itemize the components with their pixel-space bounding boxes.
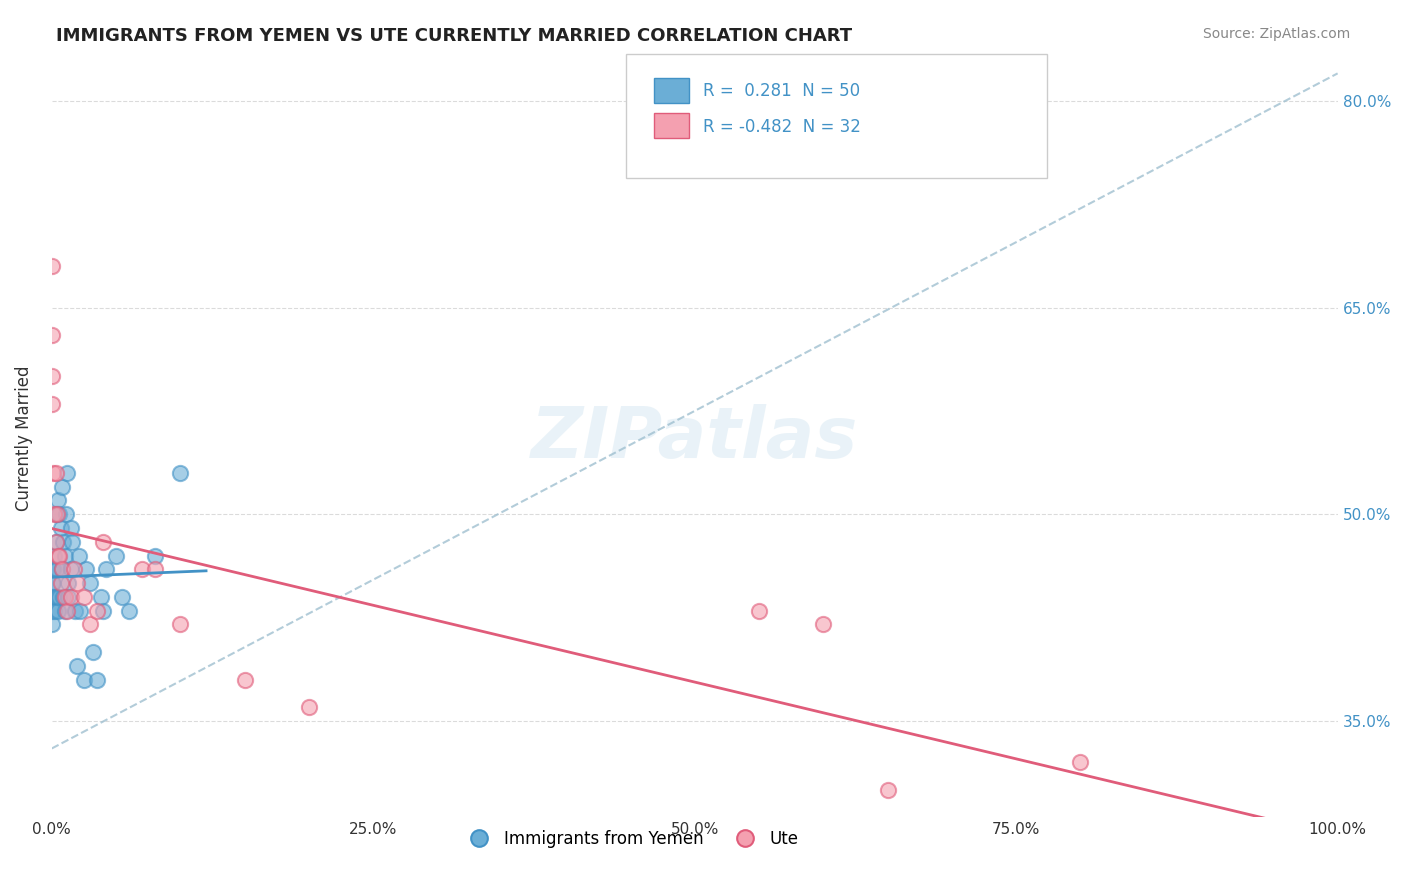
Point bbox=[56, 604, 79, 618]
Point bbox=[91, 534, 114, 549]
Point bbox=[298, 700, 321, 714]
Point bbox=[49, 576, 72, 591]
Point bbox=[42, 576, 65, 591]
Text: R =  0.281  N = 50: R = 0.281 N = 50 bbox=[703, 82, 860, 100]
Text: R = -0.482  N = 32: R = -0.482 N = 32 bbox=[703, 118, 860, 136]
Point bbox=[45, 508, 67, 522]
Point bbox=[41, 590, 63, 604]
Point bbox=[46, 549, 69, 563]
Point bbox=[62, 562, 84, 576]
Point bbox=[45, 562, 67, 576]
Point bbox=[105, 549, 128, 563]
Point bbox=[41, 604, 63, 618]
Point bbox=[79, 576, 101, 591]
Point bbox=[86, 604, 108, 618]
Point bbox=[53, 604, 76, 618]
Point bbox=[73, 673, 96, 687]
Point bbox=[94, 562, 117, 576]
Point bbox=[52, 590, 75, 604]
Point bbox=[41, 617, 63, 632]
Text: Source: ZipAtlas.com: Source: ZipAtlas.com bbox=[1202, 27, 1350, 41]
Point bbox=[131, 562, 153, 576]
Point bbox=[813, 617, 835, 632]
Point bbox=[48, 590, 70, 604]
Point bbox=[1263, 824, 1285, 838]
Y-axis label: Currently Married: Currently Married bbox=[15, 366, 32, 511]
Point bbox=[118, 604, 141, 618]
Point bbox=[45, 508, 67, 522]
Point bbox=[233, 673, 256, 687]
Point bbox=[66, 658, 89, 673]
Point bbox=[90, 590, 112, 604]
Point bbox=[60, 562, 83, 576]
Point bbox=[55, 508, 77, 522]
Point bbox=[82, 645, 104, 659]
Point bbox=[60, 521, 83, 535]
Point bbox=[76, 562, 98, 576]
Point bbox=[60, 590, 83, 604]
Point bbox=[53, 549, 76, 563]
Point bbox=[63, 604, 86, 618]
Point bbox=[58, 590, 80, 604]
Point bbox=[41, 576, 63, 591]
Point bbox=[45, 466, 67, 480]
Text: ZIPatlas: ZIPatlas bbox=[531, 404, 859, 473]
Point bbox=[45, 534, 67, 549]
Point bbox=[41, 562, 63, 576]
Point bbox=[73, 590, 96, 604]
Point bbox=[45, 534, 67, 549]
Point bbox=[46, 604, 69, 618]
Point bbox=[46, 493, 69, 508]
Legend: Immigrants from Yemen, Ute: Immigrants from Yemen, Ute bbox=[456, 823, 806, 855]
Point bbox=[51, 562, 73, 576]
Point bbox=[41, 369, 63, 384]
Point bbox=[169, 466, 191, 480]
Point bbox=[67, 549, 90, 563]
Point bbox=[66, 576, 89, 591]
Point bbox=[42, 562, 65, 576]
Point bbox=[52, 534, 75, 549]
Point bbox=[86, 673, 108, 687]
Point bbox=[41, 328, 63, 343]
Point bbox=[60, 534, 83, 549]
Point bbox=[41, 397, 63, 411]
Point bbox=[51, 562, 73, 576]
Point bbox=[49, 521, 72, 535]
Point bbox=[69, 604, 91, 618]
Point bbox=[111, 590, 134, 604]
Point bbox=[44, 549, 66, 563]
Point bbox=[143, 549, 166, 563]
Point bbox=[169, 617, 191, 632]
Text: IMMIGRANTS FROM YEMEN VS UTE CURRENTLY MARRIED CORRELATION CHART: IMMIGRANTS FROM YEMEN VS UTE CURRENTLY M… bbox=[56, 27, 852, 45]
Point bbox=[53, 590, 76, 604]
Point bbox=[79, 617, 101, 632]
Point bbox=[42, 590, 65, 604]
Point bbox=[41, 260, 63, 274]
Point bbox=[48, 549, 70, 563]
Point bbox=[748, 604, 770, 618]
Point bbox=[44, 590, 66, 604]
Point bbox=[876, 782, 898, 797]
Point bbox=[42, 466, 65, 480]
Point bbox=[44, 508, 66, 522]
Point bbox=[1069, 756, 1091, 770]
Point bbox=[58, 576, 80, 591]
Point bbox=[91, 604, 114, 618]
Point bbox=[51, 480, 73, 494]
Point bbox=[56, 466, 79, 480]
Point bbox=[48, 508, 70, 522]
Point bbox=[44, 604, 66, 618]
Point bbox=[45, 590, 67, 604]
Point bbox=[143, 562, 166, 576]
